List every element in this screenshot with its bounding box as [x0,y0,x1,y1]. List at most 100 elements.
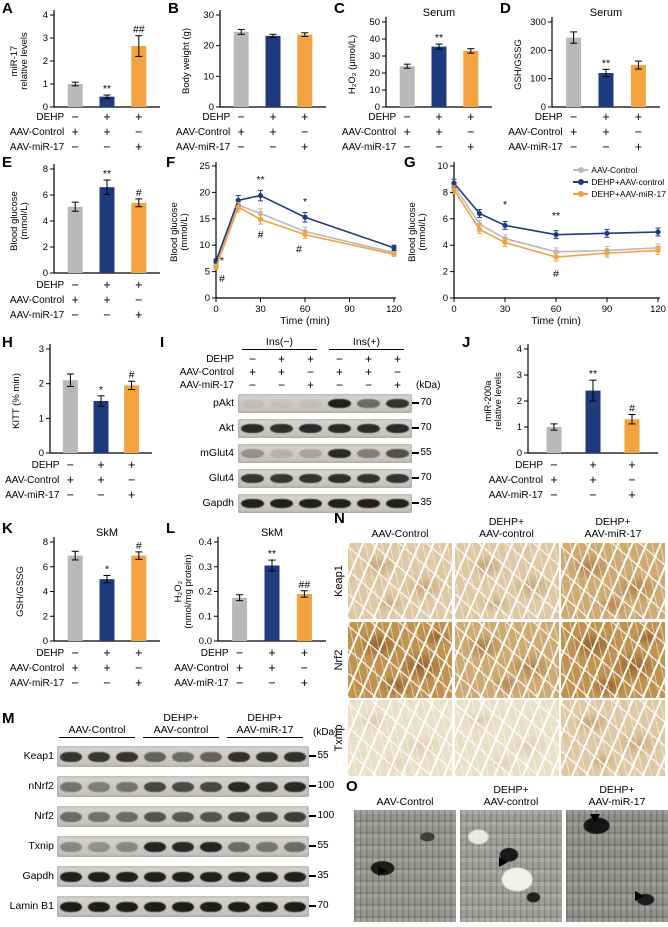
line-chart-svg-G: 0 2 4 6 8 10 0 30 60 90 120 Time (min) Blood glucose… [407,161,666,327]
condition-symbol: + [364,352,372,366]
bar-chart-svg-C: Serum 0 10 20 30 40 50 H₂O₂ (μmol/L) ** [347,7,492,113]
condition-symbol: + [97,458,105,472]
bar-chart-svg-D: Serum 0 100 200 300 GSH/GSSG ** [513,7,660,113]
blot-band [328,474,351,483]
condition-label: AAV-Control [488,475,543,486]
condition-symbol: − [589,488,597,502]
x-tick-label: 0 [451,304,456,315]
y-tick-label: 4 [43,216,48,227]
blot-band [299,499,322,508]
bar [67,84,83,107]
span: Keap1 [333,565,345,597]
blot-band [88,841,110,852]
condition-symbol: − [393,365,401,379]
condition-label: DEHP [36,648,65,659]
bar-chart-svg-H: 0 1 2 3 KITT (% min) * # [11,344,152,459]
blot-band [116,901,138,912]
y-tick-label: 5 [205,267,210,278]
kda-marker: 70 [412,397,432,409]
annotation: * [303,196,307,208]
condition-row: AAV-Control + + − [2,661,166,676]
blot-band [284,781,306,792]
data-point [302,214,308,220]
condition-row: AAV-miR-17− − + [2,308,166,323]
condition-symbol: + [235,661,244,675]
bar [585,390,601,453]
blot-band [200,751,222,762]
bar [99,187,115,273]
condition-row: AAV-miR-17− − + [2,676,166,691]
condition-row: AAV-miR-17− − + [334,140,498,155]
annotation: * [503,199,507,211]
bar-chart-mir17: 0 1 2 3 4 miR-17 relative levels ** ## [9,4,164,113]
blot-strip [238,469,412,488]
condition-symbol: + [103,661,111,675]
y-tick-label: 100 [530,74,546,85]
y-tick-label: 300 [530,17,546,28]
condition-symbol: − [103,308,111,322]
y-axis-label: H₂O₂ (μmol/L) [347,35,358,94]
panel-label-A: A [2,0,13,17]
blot-band [357,424,380,433]
condition-symbol: − [634,125,643,139]
bar [431,46,447,107]
y-tick-label: 4 [517,344,522,355]
condition-symbol: + [135,676,143,690]
significance-marker: # [136,540,142,552]
condition-symbol: + [435,125,443,139]
blot-band [144,871,166,882]
column-header: DEHP+ AAV-miR-17 [588,784,646,808]
condition-row: DEHP − + + [500,110,666,125]
condition-symbol: + [300,646,309,660]
significance-marker: ** [589,368,597,380]
panel-label-C: C [334,0,345,17]
condition-symbol: + [135,308,143,322]
condition-symbol: + [71,661,79,675]
panel-label-J: J [462,334,471,351]
condition-label: AAV-Control [508,127,563,138]
data-point [502,222,508,228]
blot-row-label: nNrf2 [28,780,54,792]
bar-chart-body-weight: 0 10 20 30 Body weight (g) [176,4,330,113]
data-point [302,232,308,238]
condition-symbol: − [237,110,245,124]
data-point [655,229,661,235]
blot-band [144,841,166,852]
bar [67,206,83,273]
legend-marker-icon [573,179,589,185]
blot-band [88,811,110,822]
condition-symbol: − [569,140,578,154]
y-tick-label: 0.3 [199,562,212,573]
condition-label: AAV-miR-17 [175,142,231,153]
y-tick-label: 3 [39,344,44,355]
condition-symbol: − [103,676,111,690]
panel-label-G: G [404,154,416,171]
condition-table: DEHP − + + AAV-Control + + − AAV-miR-17− − + [2,278,166,323]
x-tick-label: 60 [551,304,562,315]
blot-strip [57,746,309,767]
bar [62,380,78,453]
annotation: * [220,255,224,267]
condition-symbol: − [135,661,143,675]
condition-symbol: − [71,676,79,690]
blot-band [116,841,138,852]
condition-symbol: + [71,125,79,139]
blot-band [88,871,110,882]
kda-marker: 70 [412,472,432,484]
panel-label-M: M [2,710,15,727]
condition-symbol: − [66,458,75,472]
y-axis-label: H₂O₂ [173,580,184,602]
kda-marker: 100 [309,780,335,792]
bar-chart-svg-J: 0 1 2 3 4 miR-200a relative levels ** # [483,344,658,459]
panel-M: M AAV-Control DEHP+ AAV-control DEHP+ AAV-… [2,710,346,927]
annotation: ** [256,174,264,186]
y-tick-label: 0 [43,102,48,113]
condition-symbol: + [403,125,411,139]
blot-band [299,449,322,458]
data-point [502,239,508,246]
condition-symbol: + [97,473,105,487]
blot-strip [57,866,309,887]
legend-row: AAV-Control [573,164,666,176]
condition-symbol: + [628,458,636,472]
significance-marker: ** [268,548,276,560]
